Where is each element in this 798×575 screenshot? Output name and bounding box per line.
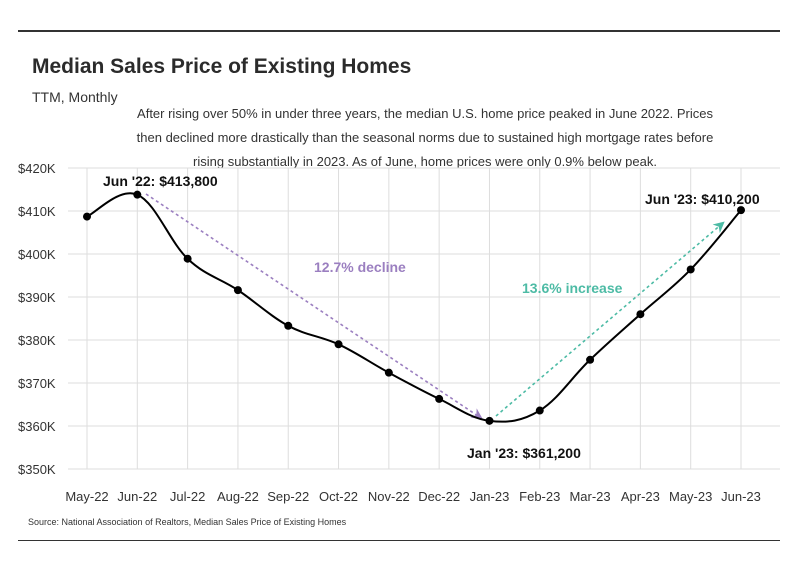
data-point — [636, 310, 645, 319]
source-note: Source: National Association of Realtors… — [28, 517, 347, 527]
x-tick-label: Jan-23 — [470, 489, 510, 504]
y-tick-label: $390K — [18, 290, 56, 305]
y-tick-label: $350K — [18, 462, 56, 477]
increase-label: 13.6% increase — [522, 280, 623, 296]
trough-label: Jan '23: $361,200 — [467, 445, 581, 461]
x-tick-label: Jun-23 — [721, 489, 761, 504]
y-tick-label: $360K — [18, 419, 56, 434]
data-point — [485, 416, 494, 425]
data-point — [133, 190, 142, 199]
data-point — [83, 212, 91, 221]
x-tick-label: May-22 — [65, 489, 108, 504]
y-tick-label: $400K — [18, 247, 56, 262]
x-tick-label: Aug-22 — [217, 489, 259, 504]
latest-label: Jun '23: $410,200 — [645, 191, 760, 207]
data-point — [284, 321, 293, 330]
x-tick-label: Sep-22 — [267, 489, 309, 504]
data-point — [183, 254, 192, 263]
data-point — [586, 355, 595, 364]
increase-arrow — [495, 221, 725, 417]
data-point — [233, 286, 242, 295]
series-line — [86, 192, 742, 423]
chart-description: After rising over 50% in under three yea… — [136, 106, 714, 169]
decline-label: 12.7% decline — [314, 259, 406, 275]
y-tick-label: $380K — [18, 333, 56, 348]
x-tick-label: Feb-23 — [519, 489, 560, 504]
data-point — [384, 368, 393, 377]
chart-title: Median Sales Price of Existing Homes — [32, 55, 412, 78]
x-tick-label: Nov-22 — [368, 489, 410, 504]
x-tick-label: Apr-23 — [621, 489, 660, 504]
x-tick-label: Dec-22 — [418, 489, 460, 504]
data-point — [737, 206, 745, 215]
decline-arrow — [145, 193, 483, 420]
y-tick-label: $370K — [18, 376, 56, 391]
x-tick-label: May-23 — [669, 489, 712, 504]
y-tick-label: $420K — [18, 161, 56, 176]
peak-label: Jun '22: $413,800 — [103, 173, 218, 189]
data-point — [535, 406, 544, 415]
x-tick-label: Oct-22 — [319, 489, 358, 504]
x-tick-label: Jun-22 — [117, 489, 157, 504]
data-point — [334, 340, 343, 349]
x-tick-label: Mar-23 — [569, 489, 610, 504]
data-point — [435, 394, 444, 403]
data-point — [686, 265, 695, 274]
chart-subtitle: TTM, Monthly — [32, 89, 118, 105]
y-tick-label: $410K — [18, 204, 56, 219]
top-rule — [18, 30, 780, 32]
bottom-rule — [18, 540, 780, 541]
x-tick-label: Jul-22 — [170, 489, 205, 504]
